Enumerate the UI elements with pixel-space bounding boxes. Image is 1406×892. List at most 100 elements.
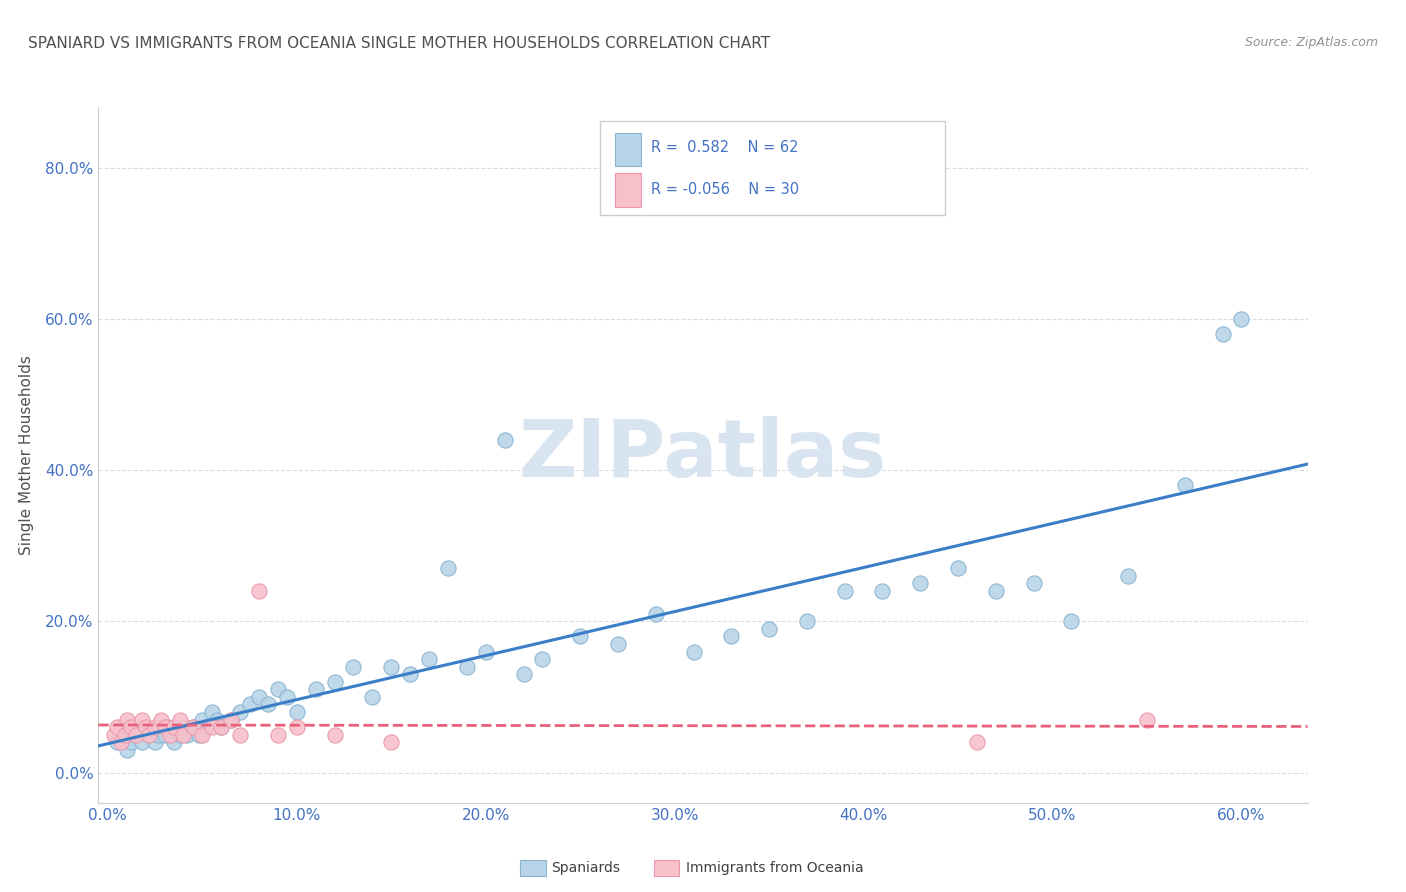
Point — [169, 728, 191, 742]
Point — [569, 629, 592, 643]
Point — [181, 720, 204, 734]
Text: ZIPatlas: ZIPatlas — [519, 416, 887, 494]
Point — [512, 667, 534, 681]
Point — [285, 720, 308, 734]
Point — [207, 713, 229, 727]
Point — [276, 690, 298, 704]
Point — [474, 644, 496, 658]
FancyBboxPatch shape — [600, 121, 945, 215]
Point — [1174, 478, 1197, 492]
Point — [456, 659, 478, 673]
Point — [305, 682, 328, 697]
Point — [285, 705, 308, 719]
Point — [380, 735, 402, 749]
Point — [111, 728, 134, 742]
Point — [191, 713, 214, 727]
Point — [380, 659, 402, 673]
Point — [966, 735, 988, 749]
Point — [267, 682, 290, 697]
Point — [834, 584, 856, 599]
Point — [229, 728, 252, 742]
Point — [163, 735, 186, 749]
Point — [135, 720, 157, 734]
Point — [159, 728, 181, 742]
Point — [176, 728, 198, 742]
Point — [758, 622, 780, 636]
Point — [1060, 615, 1083, 629]
Point — [110, 735, 132, 749]
Point — [720, 629, 742, 643]
Point — [644, 607, 666, 621]
Point — [125, 728, 148, 742]
Point — [115, 713, 138, 727]
Point — [105, 735, 128, 749]
Point — [399, 667, 422, 681]
Y-axis label: Single Mother Households: Single Mother Households — [18, 355, 34, 555]
Point — [247, 584, 270, 599]
Point — [125, 728, 148, 742]
Point — [143, 735, 166, 749]
Point — [138, 728, 160, 742]
Text: SPANIARD VS IMMIGRANTS FROM OCEANIA SINGLE MOTHER HOUSEHOLDS CORRELATION CHART: SPANIARD VS IMMIGRANTS FROM OCEANIA SING… — [28, 36, 770, 51]
Point — [172, 728, 194, 742]
Point — [131, 713, 153, 727]
Point — [201, 705, 224, 719]
Point — [187, 728, 209, 742]
Point — [201, 720, 224, 734]
Point — [239, 698, 262, 712]
Point — [135, 720, 157, 734]
Point — [172, 720, 194, 734]
Point — [267, 728, 290, 742]
Text: Immigrants from Oceania: Immigrants from Oceania — [686, 861, 863, 875]
Point — [157, 720, 180, 734]
Point — [1022, 576, 1045, 591]
Point — [120, 735, 142, 749]
Point — [138, 728, 160, 742]
Point — [209, 720, 232, 734]
Point — [257, 698, 280, 712]
Point — [153, 720, 176, 734]
Point — [105, 720, 128, 734]
Point — [163, 720, 186, 734]
Point — [247, 690, 270, 704]
Point — [984, 584, 1007, 599]
Point — [1136, 713, 1159, 727]
Point — [1116, 569, 1139, 583]
Point — [103, 728, 125, 742]
Point — [323, 728, 346, 742]
Point — [796, 615, 818, 629]
Point — [494, 433, 516, 447]
Point — [131, 735, 153, 749]
Point — [181, 720, 204, 734]
Point — [342, 659, 364, 673]
Point — [115, 743, 138, 757]
Point — [195, 720, 218, 734]
Point — [946, 561, 969, 575]
Point — [872, 584, 894, 599]
Point — [910, 576, 932, 591]
Point — [114, 728, 136, 742]
Point — [169, 713, 191, 727]
Point — [361, 690, 384, 704]
Text: Spaniards: Spaniards — [551, 861, 620, 875]
Point — [437, 561, 460, 575]
Point — [153, 728, 176, 742]
Point — [219, 713, 242, 727]
Point — [1212, 326, 1234, 341]
Point — [120, 720, 142, 734]
Bar — [614, 133, 641, 166]
Point — [418, 652, 440, 666]
Point — [148, 728, 170, 742]
Bar — [614, 173, 641, 207]
Text: R = -0.056    N = 30: R = -0.056 N = 30 — [651, 182, 799, 197]
Point — [209, 720, 232, 734]
Text: R =  0.582    N = 62: R = 0.582 N = 62 — [651, 140, 799, 155]
Point — [229, 705, 252, 719]
Point — [682, 644, 704, 658]
Point — [143, 720, 166, 734]
Point — [1230, 311, 1253, 326]
Point — [531, 652, 554, 666]
Point — [323, 674, 346, 689]
Point — [149, 713, 172, 727]
Point — [191, 728, 214, 742]
